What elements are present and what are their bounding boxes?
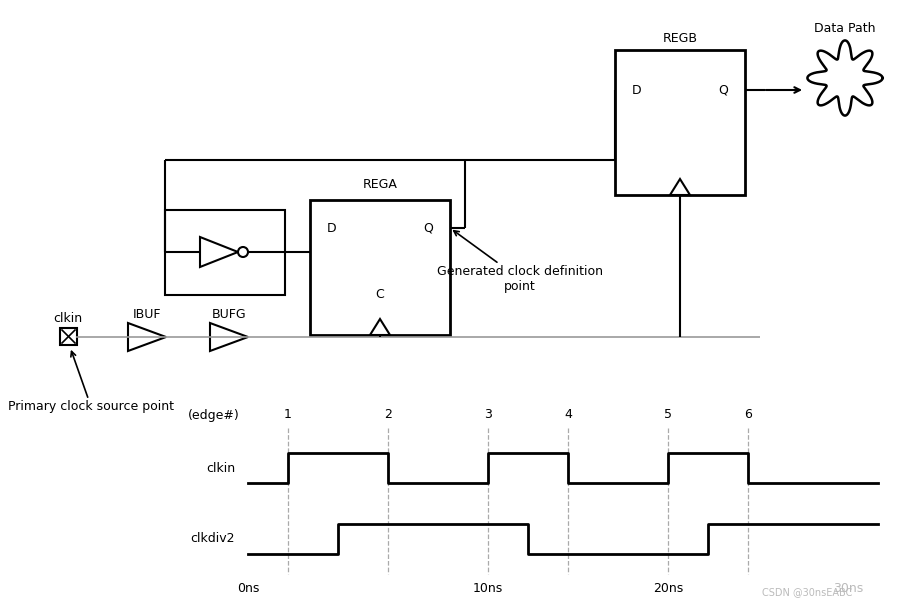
Text: Generated clock definition
point: Generated clock definition point — [437, 231, 603, 293]
Text: C: C — [376, 289, 385, 301]
Text: 6: 6 — [744, 408, 752, 422]
Text: CSDN @30nsEABC: CSDN @30nsEABC — [762, 587, 852, 597]
Text: IBUF: IBUF — [133, 309, 161, 321]
Text: BUFG: BUFG — [212, 309, 246, 321]
Text: clkin: clkin — [205, 461, 235, 475]
Text: Data Path: Data Path — [814, 22, 876, 34]
Text: REGB: REGB — [662, 31, 698, 45]
Text: 10ns: 10ns — [473, 582, 503, 594]
Text: Q: Q — [718, 83, 728, 97]
Text: (edge#): (edge#) — [188, 408, 240, 422]
Bar — [310, 200, 450, 335]
Text: 2: 2 — [384, 408, 392, 422]
Text: Primary clock source point: Primary clock source point — [8, 352, 174, 413]
Text: Q: Q — [423, 222, 433, 234]
Polygon shape — [210, 323, 248, 351]
Text: 1: 1 — [284, 408, 292, 422]
Text: D: D — [633, 83, 642, 97]
Text: 5: 5 — [664, 408, 672, 422]
Bar — [615, 50, 745, 195]
Text: 3: 3 — [484, 408, 492, 422]
Polygon shape — [370, 319, 390, 335]
Text: REGA: REGA — [363, 179, 397, 191]
Circle shape — [238, 247, 248, 257]
Polygon shape — [200, 237, 238, 267]
Bar — [60, 328, 77, 345]
Text: clkin: clkin — [53, 312, 82, 324]
Text: 30ns: 30ns — [833, 582, 863, 594]
Polygon shape — [670, 179, 690, 195]
Polygon shape — [128, 323, 166, 351]
Bar — [165, 210, 285, 295]
Text: 20ns: 20ns — [653, 582, 683, 594]
Text: 0ns: 0ns — [237, 582, 259, 594]
Text: D: D — [328, 222, 337, 234]
Text: 4: 4 — [564, 408, 572, 422]
Text: clkdiv2: clkdiv2 — [190, 533, 235, 545]
